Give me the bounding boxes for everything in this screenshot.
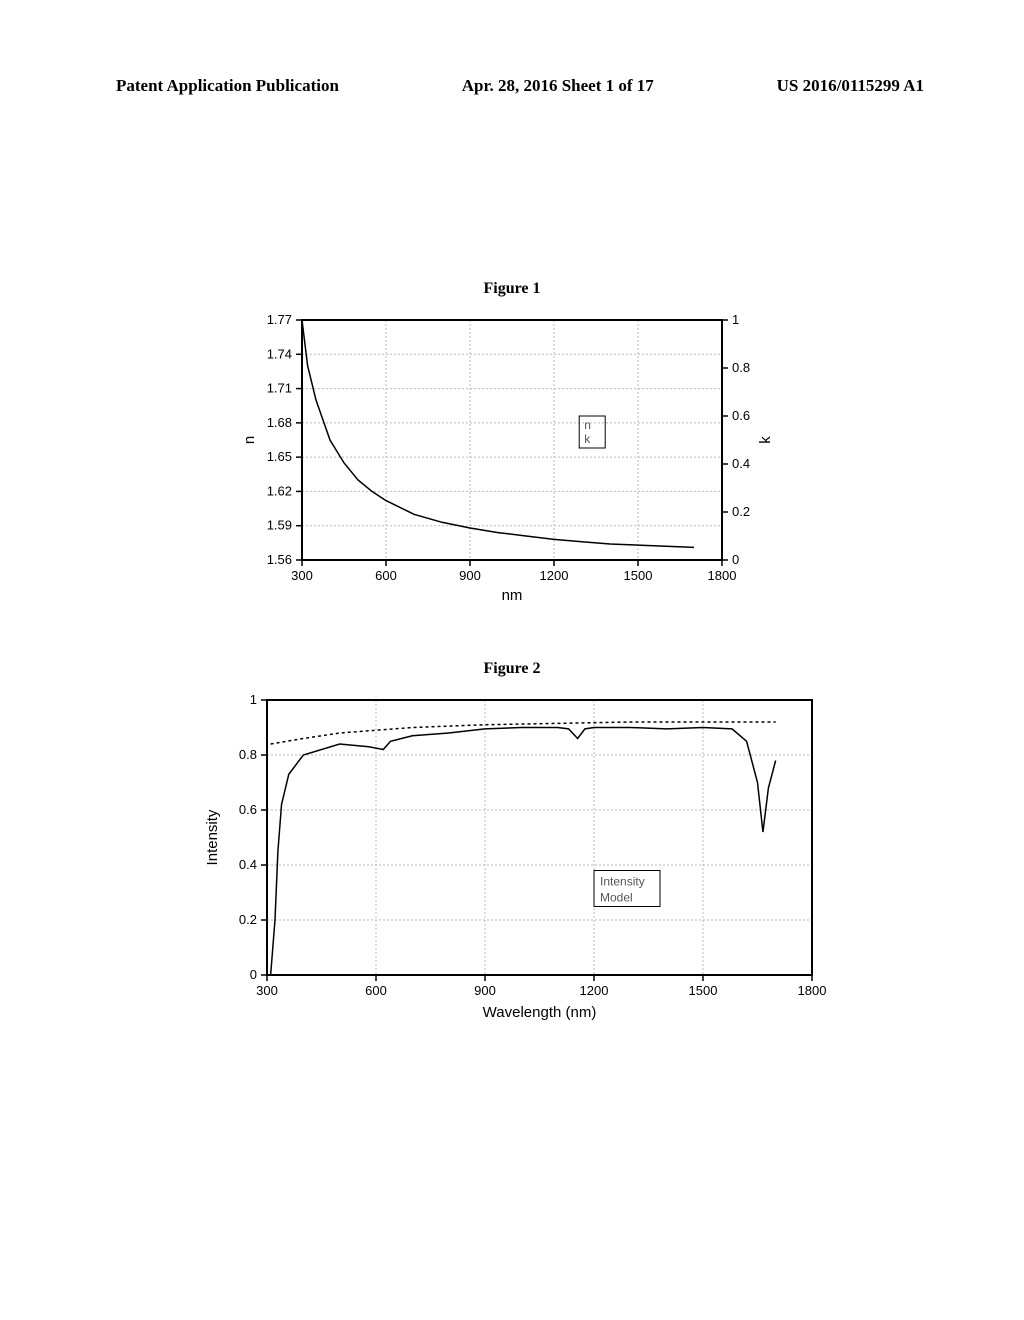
svg-text:1800: 1800: [708, 568, 737, 583]
figure-2-chart: 300 600 900 1200 1500 1800 0 0.2 0.4 0.6 0.8 1 Wavel…: [192, 690, 832, 1030]
svg-text:1.56: 1.56: [267, 552, 292, 567]
svg-text:Intensity: Intensity: [600, 875, 645, 889]
svg-text:0: 0: [250, 967, 257, 982]
svg-text:1.68: 1.68: [267, 415, 292, 430]
svg-text:0.2: 0.2: [732, 504, 750, 519]
svg-text:1.71: 1.71: [267, 381, 292, 396]
svg-text:1500: 1500: [689, 983, 718, 998]
svg-text:0.6: 0.6: [239, 802, 257, 817]
svg-text:900: 900: [474, 983, 496, 998]
svg-text:1200: 1200: [580, 983, 609, 998]
svg-text:Wavelength (nm): Wavelength (nm): [483, 1004, 597, 1021]
svg-text:0.2: 0.2: [239, 912, 257, 927]
svg-text:1.59: 1.59: [267, 518, 292, 533]
header-right: US 2016/0115299 A1: [777, 76, 924, 96]
svg-text:0: 0: [732, 552, 739, 567]
svg-text:nm: nm: [502, 587, 523, 604]
svg-text:600: 600: [365, 983, 387, 998]
svg-text:Intensity: Intensity: [204, 809, 221, 865]
svg-text:0.8: 0.8: [732, 360, 750, 375]
svg-text:1: 1: [250, 692, 257, 707]
figure-1-chart: 300 600 900 1200 1500 1800 1.56 1.59 1.62 1.65 1.6…: [232, 310, 792, 610]
svg-text:300: 300: [256, 983, 278, 998]
svg-text:k: k: [757, 436, 774, 444]
svg-text:0.8: 0.8: [239, 747, 257, 762]
figure-2-container: Figure 2 300 600 900 1200 1500 1800 0 0.2 0.4 0.6…: [192, 660, 832, 1030]
svg-text:1: 1: [732, 312, 739, 327]
svg-text:600: 600: [375, 568, 397, 583]
svg-text:300: 300: [291, 568, 313, 583]
svg-text:1800: 1800: [798, 983, 827, 998]
svg-text:n: n: [584, 418, 591, 432]
svg-text:0.4: 0.4: [732, 456, 750, 471]
svg-text:Model: Model: [600, 891, 633, 905]
svg-text:1200: 1200: [540, 568, 569, 583]
svg-text:1.77: 1.77: [267, 312, 292, 327]
svg-text:n: n: [241, 436, 258, 444]
svg-text:1.65: 1.65: [267, 449, 292, 464]
svg-text:900: 900: [459, 568, 481, 583]
header-left: Patent Application Publication: [116, 76, 339, 96]
svg-text:k: k: [584, 432, 591, 446]
figure-1-title: Figure 1: [232, 280, 792, 298]
page-header: Patent Application Publication Apr. 28, …: [116, 76, 924, 96]
svg-text:0.6: 0.6: [732, 408, 750, 423]
svg-text:0.4: 0.4: [239, 857, 257, 872]
svg-text:1.74: 1.74: [267, 346, 292, 361]
svg-text:1.62: 1.62: [267, 483, 292, 498]
svg-text:1500: 1500: [624, 568, 653, 583]
figure-2-title: Figure 2: [192, 660, 832, 678]
figure-1-container: Figure 1 300 600 900 1200 1500 1800 1.56 1.59 1.…: [232, 280, 792, 610]
header-center: Apr. 28, 2016 Sheet 1 of 17: [462, 76, 654, 96]
